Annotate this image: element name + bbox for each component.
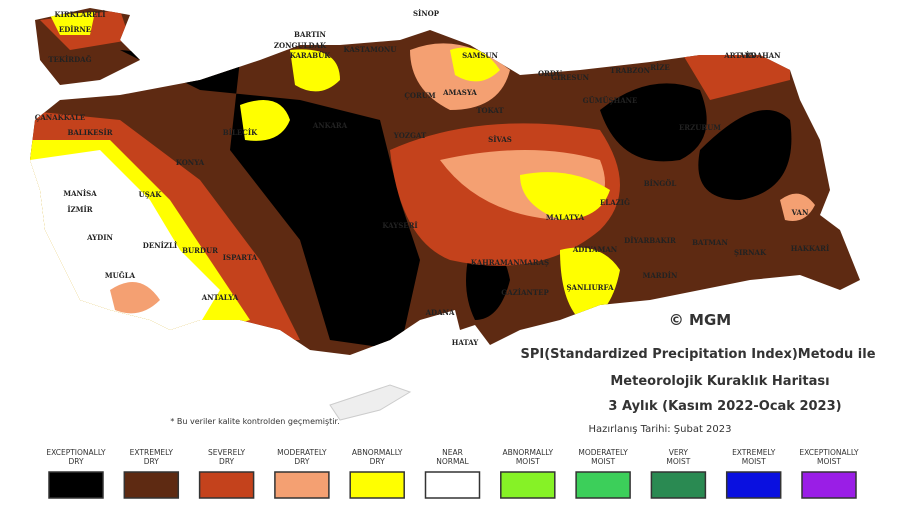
legend-swatch <box>650 471 707 499</box>
legend-label: MODERATELY <box>277 448 327 457</box>
legend-swatch <box>274 471 330 499</box>
city-label: ADIYAMAN <box>572 245 618 254</box>
city-label: BİNGÖL <box>644 179 677 188</box>
city-label: BALIKESİR <box>67 128 112 137</box>
legend-label: MOIST <box>666 457 690 466</box>
legend-label: NORMAL <box>436 457 469 466</box>
city-labels: KIRKLARELİ EDİRNE TEKİRDAĞ ÇANAKKALE BALIKES… <box>35 9 829 347</box>
legend-swatch <box>349 471 405 499</box>
city-label: TRABZON <box>610 66 651 75</box>
legend-swatch <box>500 471 556 499</box>
legend-label: DRY <box>294 457 310 466</box>
legend-label: ABNORMALLY <box>503 448 554 457</box>
city-label: KIRKLARELİ <box>55 10 106 19</box>
city-label: AYDIN <box>86 233 113 242</box>
city-label: MANİSA <box>63 189 97 198</box>
city-label: BATMAN <box>692 238 728 247</box>
legend: EXCEPTIONALLYDRYEXTREMELYDRYSEVERELYDRYM… <box>46 448 859 499</box>
city-label: KAHRAMANMARAŞ <box>471 258 549 267</box>
city-label: ISPARTA <box>223 253 258 262</box>
city-label: ORDU <box>538 69 562 78</box>
city-label: ŞIRNAK <box>734 248 767 257</box>
legend-label: SEVERELY <box>208 448 246 457</box>
legend-swatch <box>575 471 631 499</box>
legend-label: ABNORMALLY <box>352 448 403 457</box>
city-label: KONYA <box>176 158 205 167</box>
city-label: ELAZIĞ <box>600 198 630 207</box>
legend-swatch <box>801 471 857 499</box>
legend-label: DRY <box>219 457 235 466</box>
legend-swatch <box>123 471 180 499</box>
legend-swatch <box>48 471 104 499</box>
city-label: DİYARBAKIR <box>624 236 676 245</box>
city-label: ERZURUM <box>679 123 721 132</box>
title-line: 3 Aylık (Kasım 2022-Ocak 2023) <box>608 399 841 414</box>
city-label: BARTIN <box>294 30 327 39</box>
city-label: DENİZLİ <box>143 241 177 250</box>
city-label: VAN <box>791 208 809 217</box>
city-label: HAKKARİ <box>791 244 829 253</box>
city-label: İZMİR <box>67 205 92 214</box>
legend-label: MOIST <box>516 457 540 466</box>
city-label: TOKAT <box>476 106 504 115</box>
title-line: Meteorolojik Kuraklık Haritası <box>610 374 829 389</box>
city-label: GAZİANTEP <box>501 288 549 297</box>
legend-swatch <box>424 471 481 499</box>
legend-label: MOIST <box>817 457 841 466</box>
city-label: KARABÜK <box>290 51 332 60</box>
city-label: AMASYA <box>442 88 477 97</box>
legend-label: MODERATELY <box>578 448 628 457</box>
city-label: BİLECİK <box>223 128 258 137</box>
city-label: ARDAHAN <box>738 51 781 60</box>
legend-label: DRY <box>144 457 160 466</box>
legend-label: EXCEPTIONALLY <box>46 448 106 457</box>
copyright: © MGM <box>669 311 731 329</box>
city-label: MALATYA <box>546 213 585 222</box>
legend-label: VERY <box>669 448 689 457</box>
legend-label: EXCEPTIONALLY <box>799 448 859 457</box>
city-label: ŞANLIURFA <box>567 283 615 292</box>
city-label: MUĞLA <box>105 271 136 280</box>
city-label: KAYSERİ <box>382 221 417 230</box>
legend-label: NEAR <box>442 448 463 457</box>
city-label: ANTALYA <box>201 293 239 302</box>
legend-swatch <box>198 471 255 499</box>
city-label: SAMSUN <box>462 51 498 60</box>
city-label: ÇANAKKALE <box>35 113 85 122</box>
city-label: GÜMÜŞHANE <box>583 96 638 105</box>
city-label: TEKİRDAĞ <box>48 55 91 64</box>
city-label: EDİRNE <box>59 25 91 34</box>
city-label: SİNOP <box>413 9 440 18</box>
city-label: YOZGAT <box>393 131 427 140</box>
map-regions <box>30 8 860 355</box>
city-label: RİZE <box>650 63 670 72</box>
city-label: ARTVİN <box>723 51 756 60</box>
city-label: SİVAS <box>488 135 512 144</box>
legend-swatch <box>725 471 782 499</box>
city-label: MARDİN <box>643 271 678 280</box>
city-label: ADANA <box>425 308 455 317</box>
city-label: GİRESUN <box>551 73 590 82</box>
legend-label: DRY <box>68 457 84 466</box>
city-label: ANKARA <box>312 121 348 130</box>
title-line: SPI(Standardized Precipitation Index)Met… <box>520 347 875 362</box>
legend-label: DRY <box>370 457 386 466</box>
cyprus <box>329 384 412 421</box>
city-label: UŞAK <box>139 190 163 199</box>
city-label: BURDUR <box>182 246 218 255</box>
city-label: KASTAMONU <box>344 45 397 54</box>
city-label: HATAY <box>452 338 480 347</box>
note: * Bu veriler kalite kontrolden geçmemişt… <box>170 417 339 426</box>
legend-label: MOIST <box>591 457 615 466</box>
prepared-date: Hazırlanış Tarihi: Şubat 2023 <box>588 424 731 435</box>
city-label: ZONGULDAK <box>274 41 327 50</box>
legend-label: EXTREMELY <box>130 448 174 457</box>
city-label: ÇORUM <box>404 91 436 100</box>
legend-label: EXTREMELY <box>732 448 776 457</box>
legend-label: MOIST <box>742 457 766 466</box>
